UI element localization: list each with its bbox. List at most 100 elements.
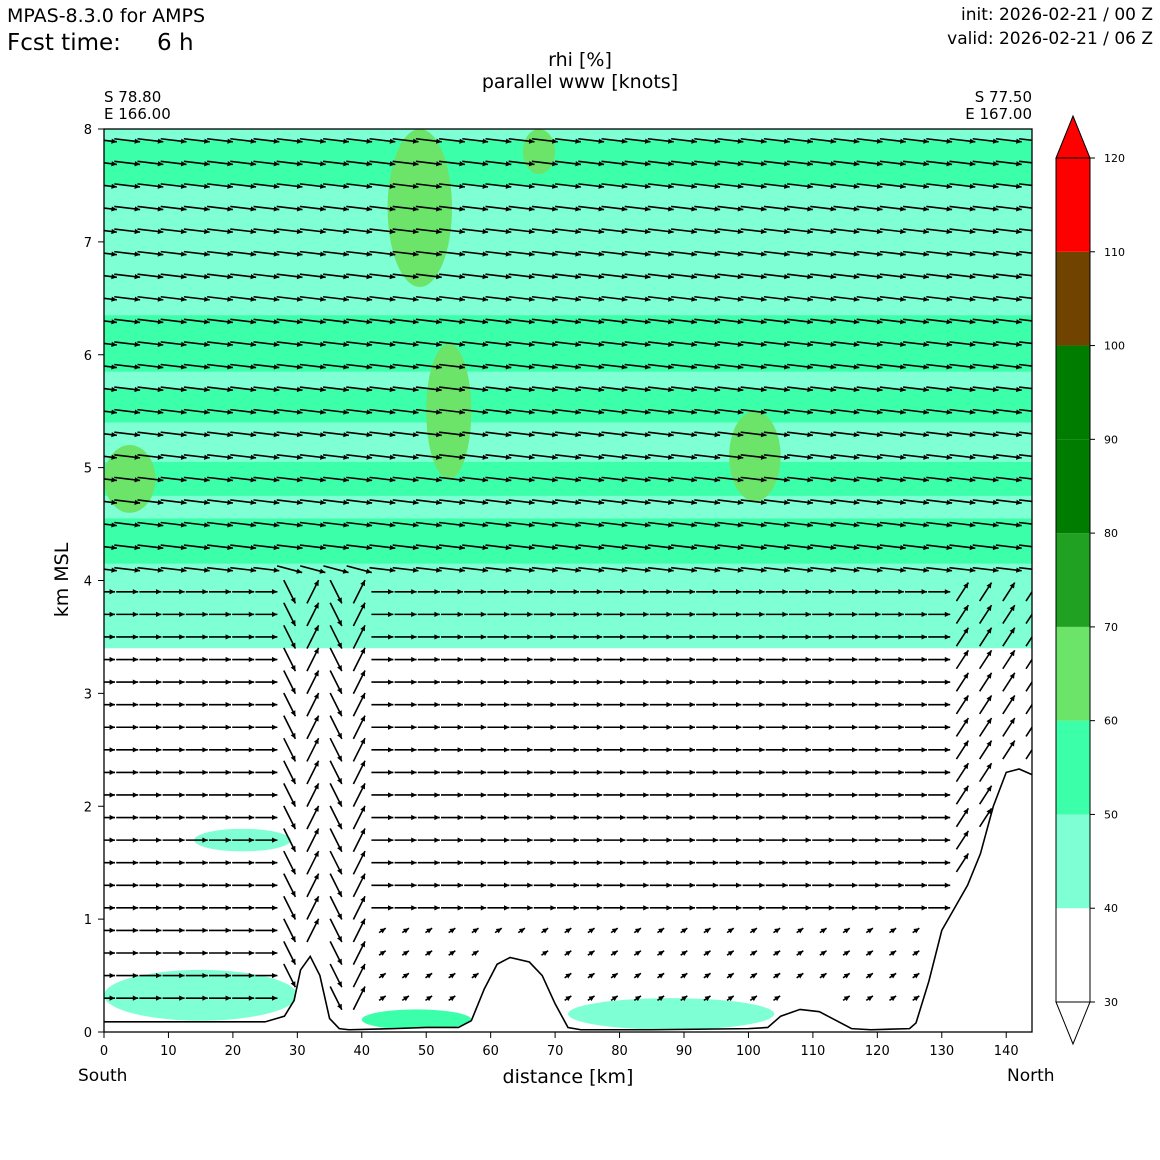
wind-arrow-head — [552, 183, 558, 189]
wind-arrow-head — [900, 432, 906, 438]
wind-arrow-head — [109, 860, 115, 866]
wind-arrow-head — [550, 860, 556, 866]
wind-arrow-head — [273, 206, 280, 212]
wind-arrow-head — [482, 274, 489, 280]
wind-arrow-head — [550, 747, 556, 753]
wind-arrow-head — [760, 319, 767, 325]
wind-arrow-head — [689, 814, 695, 821]
wind-arrow-head — [946, 319, 953, 325]
wind-arrow-head — [890, 973, 897, 979]
wind-arrow-head — [712, 860, 719, 866]
wind-arrow-head — [296, 138, 303, 144]
wind-arrow-head — [704, 950, 711, 956]
wind-arrow-head — [379, 973, 386, 979]
wind-arrow-head — [552, 544, 558, 551]
wind-arrow-head — [225, 905, 231, 911]
wind-arrow-head — [387, 702, 394, 708]
wind-arrow-head — [204, 432, 210, 438]
wind-arrow-head — [853, 228, 860, 235]
wind-arrow-head — [366, 522, 373, 528]
wind-arrow-head — [969, 454, 976, 460]
wind-arrow-head — [296, 364, 303, 370]
wind-arrow-head — [109, 882, 115, 888]
wind-arrow-head — [619, 792, 626, 798]
wind-arrow-head — [668, 341, 674, 347]
wind-arrow-head — [180, 161, 187, 167]
wind-arrow-head — [389, 296, 396, 302]
wind-arrow-head — [689, 837, 695, 843]
wind-arrow-head — [459, 341, 465, 347]
wind-arrow-head — [227, 319, 233, 325]
wind-arrow-head — [853, 544, 860, 551]
wind-arrow-head — [457, 724, 463, 730]
wind-arrow-head — [248, 972, 255, 979]
wind-arrow-head — [472, 950, 479, 956]
wind-arrow-head — [750, 973, 757, 979]
wind-arrow-head — [890, 995, 897, 1002]
wind-arrow-head — [387, 814, 394, 821]
wind-arrow-head — [1016, 161, 1022, 167]
wind-arrow-head — [735, 837, 742, 843]
wind-arrow-head — [737, 386, 744, 393]
wind-arrow-head — [666, 747, 672, 753]
wind-arrow-head — [273, 183, 280, 189]
wind-arrow-head — [527, 792, 533, 798]
wind-arrow-head — [552, 499, 558, 505]
wind-arrow-head — [714, 499, 721, 505]
wind-arrow-head — [644, 567, 651, 573]
wind-arrow-head — [337, 800, 342, 807]
wind-arrow-head — [668, 477, 674, 483]
wind-arrow-head — [876, 477, 883, 483]
wind-arrow-head — [480, 769, 487, 775]
wind-arrow-head — [296, 296, 303, 302]
forecast-time-label: Fcst time: — [7, 30, 121, 56]
wind-arrow-head — [573, 905, 579, 911]
wind-arrow-head — [921, 724, 927, 730]
wind-arrow-head — [180, 183, 187, 189]
wind-arrow-head — [225, 837, 231, 843]
wind-arrow-head — [1016, 183, 1022, 189]
wind-arrow-head — [550, 634, 556, 640]
wind-arrow-head — [343, 138, 349, 144]
wind-arrow-head — [644, 274, 651, 280]
wind-arrow-head — [157, 544, 164, 551]
wind-arrow-head — [621, 183, 628, 189]
wind-arrow-head — [784, 274, 790, 280]
wind-arrow-head — [482, 228, 489, 235]
x-tick-label: 70 — [547, 1044, 564, 1059]
wind-arrow-head — [691, 499, 697, 505]
wind-arrow-head — [986, 740, 992, 747]
wind-arrow-head — [828, 905, 835, 911]
wind-arrow-head — [472, 973, 479, 979]
wind-arrow-head — [225, 769, 231, 775]
wind-arrow-head — [759, 792, 765, 798]
rhi-region-50-60 — [361, 1009, 472, 1030]
wind-arrow-head — [946, 364, 953, 370]
wind-arrow-head — [436, 364, 442, 370]
wind-arrow-head — [805, 702, 811, 708]
wind-arrow-head — [518, 928, 525, 934]
wind-arrow-head — [853, 183, 860, 189]
wind-arrow-head — [389, 544, 396, 551]
wind-arrow-head — [271, 814, 278, 821]
wind-arrow-head — [379, 950, 386, 956]
wind-arrow-head — [225, 747, 231, 753]
wind-arrow — [1025, 703, 1032, 715]
wind-arrow-head — [830, 454, 837, 460]
wind-arrow-head — [714, 364, 721, 370]
wind-arrow-head — [1009, 718, 1015, 724]
wind-arrow-head — [389, 251, 396, 257]
colorbar-swatch — [1056, 439, 1090, 534]
wind-arrow-head — [666, 769, 672, 775]
wind-arrow-head — [681, 928, 688, 934]
wind-arrow-head — [644, 432, 651, 438]
wind-arrow-head — [946, 251, 953, 257]
wind-arrow-head — [666, 634, 672, 640]
wind-arrow-head — [503, 814, 510, 821]
wind-arrow-head — [876, 251, 883, 257]
wind-arrow-head — [969, 522, 976, 528]
wind-arrow-head — [204, 567, 210, 573]
wind-arrow-head — [619, 905, 626, 911]
wind-arrow-head — [875, 814, 881, 821]
wind-arrow-head — [552, 409, 558, 415]
